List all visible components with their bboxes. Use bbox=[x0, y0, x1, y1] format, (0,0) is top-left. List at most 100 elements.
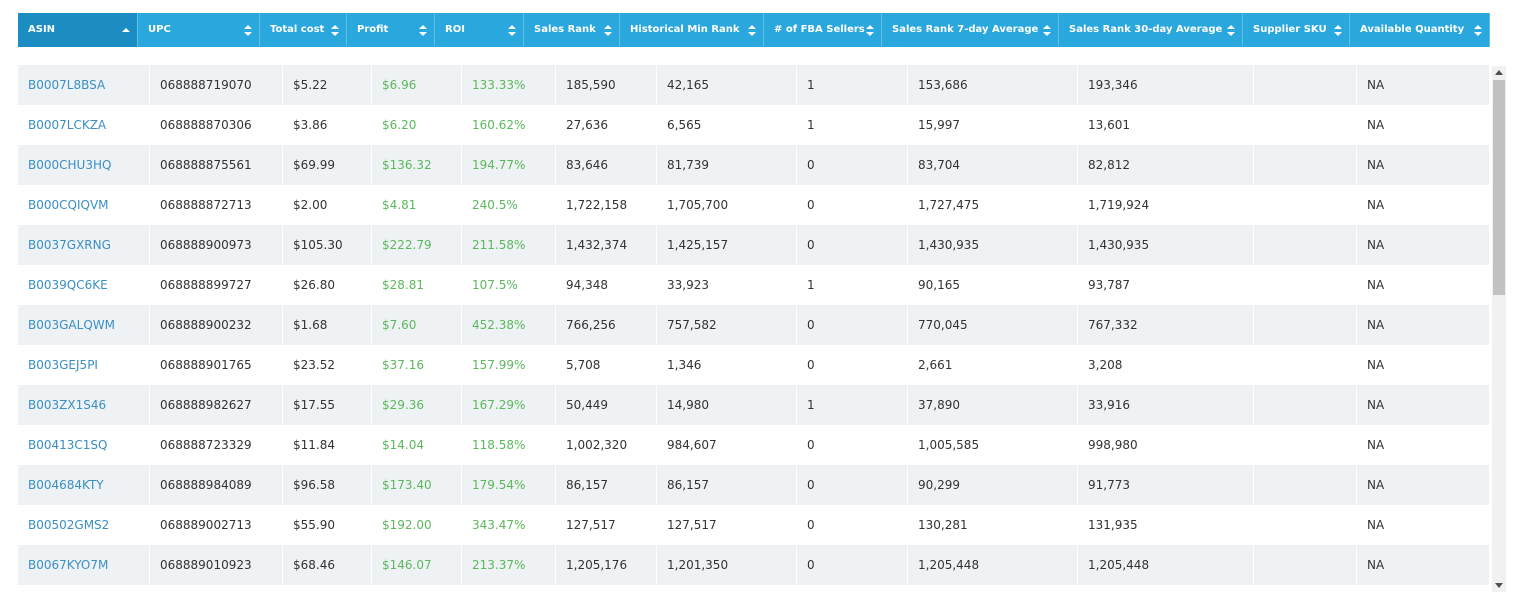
table-cell: 1 bbox=[797, 265, 908, 305]
sort-icon[interactable] bbox=[866, 25, 874, 36]
sort-icon[interactable] bbox=[419, 25, 427, 36]
asin-link[interactable]: B0039QC6KE bbox=[18, 265, 150, 305]
table-cell: 0 bbox=[797, 425, 908, 465]
table-cell: 13,601 bbox=[1078, 105, 1254, 145]
table-cell: 86,157 bbox=[556, 465, 657, 505]
table-cell: $6.20 bbox=[372, 105, 462, 145]
table-row: B0007LCKZA 068888870306 $3.86 $6.20 160.62% 2… bbox=[18, 105, 1490, 145]
scrollbar[interactable] bbox=[1492, 66, 1506, 592]
asin-link[interactable]: B0067KYO7M bbox=[18, 545, 150, 585]
table-cell bbox=[1254, 425, 1357, 465]
asin-link[interactable]: B000CQIQVM bbox=[18, 185, 150, 225]
column-header[interactable]: UPC bbox=[138, 13, 260, 47]
column-header[interactable]: Profit bbox=[347, 13, 435, 47]
column-title: Profit bbox=[357, 24, 389, 35]
table-cell: 185,590 bbox=[556, 65, 657, 105]
table-cell: 211.58% bbox=[462, 225, 556, 265]
sort-icon[interactable] bbox=[244, 25, 252, 36]
table-cell: 1,430,935 bbox=[908, 225, 1078, 265]
column-title: # of FBA Sellers bbox=[774, 24, 865, 35]
sort-icon[interactable] bbox=[122, 25, 130, 36]
sort-icon[interactable] bbox=[331, 25, 339, 36]
table-cell: 770,045 bbox=[908, 305, 1078, 345]
table-cell: 14,980 bbox=[657, 385, 797, 425]
sort-icon[interactable] bbox=[1043, 25, 1051, 36]
scroll-thumb[interactable] bbox=[1493, 80, 1505, 295]
scroll-down[interactable] bbox=[1495, 583, 1503, 588]
sort-icon[interactable] bbox=[748, 25, 756, 36]
table-cell: NA bbox=[1357, 65, 1490, 105]
table-row: B003GEJ5PI 068888901765 $23.52 $37.16 157.99… bbox=[18, 345, 1490, 385]
asin-link[interactable]: B0037GXRNG bbox=[18, 225, 150, 265]
table-cell: 452.38% bbox=[462, 305, 556, 345]
table-row: B0037GXRNG 068888900973 $105.30 $222.79 211.… bbox=[18, 225, 1490, 265]
table-cell: 068888719070 bbox=[150, 65, 283, 105]
sort-icon[interactable] bbox=[1227, 25, 1235, 36]
table-cell: 1 bbox=[797, 105, 908, 145]
sort-icon[interactable] bbox=[1334, 25, 1342, 36]
table-cell: $173.40 bbox=[372, 465, 462, 505]
column-title: Total cost bbox=[270, 24, 325, 35]
asin-link[interactable]: B00502GMS2 bbox=[18, 505, 150, 545]
asin-link[interactable]: B0007LCKZA bbox=[18, 105, 150, 145]
table-cell: 757,582 bbox=[657, 305, 797, 345]
sort-icon[interactable] bbox=[1474, 25, 1482, 36]
scroll-up[interactable] bbox=[1495, 70, 1503, 75]
column-header[interactable]: Historical Min Rank bbox=[620, 13, 764, 47]
table-cell: $4.81 bbox=[372, 185, 462, 225]
table-cell: 3,208 bbox=[1078, 345, 1254, 385]
table-cell: 1,205,448 bbox=[908, 545, 1078, 585]
asin-link[interactable]: B00413C1SQ bbox=[18, 425, 150, 465]
table-cell: 1,002,320 bbox=[556, 425, 657, 465]
table-cell: 068888982627 bbox=[150, 385, 283, 425]
table-cell: 1,346 bbox=[657, 345, 797, 385]
column-title: Supplier SKU bbox=[1253, 24, 1327, 35]
table-cell bbox=[1254, 225, 1357, 265]
asin-link[interactable]: B004684KTY bbox=[18, 465, 150, 505]
column-header[interactable]: Sales Rank 7-day Average bbox=[882, 13, 1059, 47]
table-row: B0007L8BSA 068888719070 $5.22 $6.96 133.33% 1… bbox=[18, 65, 1490, 105]
asin-link[interactable]: B003GEJ5PI bbox=[18, 345, 150, 385]
column-header[interactable]: Supplier SKU bbox=[1243, 13, 1350, 47]
sort-icon[interactable] bbox=[508, 25, 516, 36]
table-cell bbox=[1254, 145, 1357, 185]
column-header[interactable]: # of FBA Sellers bbox=[764, 13, 882, 47]
table-cell: 90,299 bbox=[908, 465, 1078, 505]
column-header[interactable]: Available Quantity bbox=[1350, 13, 1490, 47]
table-cell: 1,205,448 bbox=[1078, 545, 1254, 585]
table-cell: 194.77% bbox=[462, 145, 556, 185]
table-row: B003GALQWM 068888900232 $1.68 $7.60 452.38% 7… bbox=[18, 305, 1490, 345]
column-header[interactable]: ROI bbox=[435, 13, 524, 47]
table-cell: $69.99 bbox=[283, 145, 372, 185]
table-cell: 131,935 bbox=[1078, 505, 1254, 545]
table-cell: 83,704 bbox=[908, 145, 1078, 185]
column-header[interactable]: Total cost bbox=[260, 13, 347, 47]
table-cell: NA bbox=[1357, 465, 1490, 505]
asin-link[interactable]: B003GALQWM bbox=[18, 305, 150, 345]
column-title: Historical Min Rank bbox=[630, 24, 740, 35]
table-cell: $17.55 bbox=[283, 385, 372, 425]
table-row: B00502GMS2 068889002713 $55.90 $192.00 343.4… bbox=[18, 505, 1490, 545]
column-header[interactable]: Sales Rank bbox=[524, 13, 620, 47]
asin-link[interactable]: B003ZX1S46 bbox=[18, 385, 150, 425]
sort-icon[interactable] bbox=[604, 25, 612, 36]
table-cell: $55.90 bbox=[283, 505, 372, 545]
asin-link[interactable]: B0007L8BSA bbox=[18, 65, 150, 105]
table-cell: 81,739 bbox=[657, 145, 797, 185]
table-row: B000CQIQVM 068888872713 $2.00 $4.81 240.5% 1,… bbox=[18, 185, 1490, 225]
table-row: B0039QC6KE 068888899727 $26.80 $28.81 107.5%… bbox=[18, 265, 1490, 305]
asin-link[interactable]: B000CHU3HQ bbox=[18, 145, 150, 185]
table-cell: 0 bbox=[797, 545, 908, 585]
table-cell: 1,727,475 bbox=[908, 185, 1078, 225]
table-cell: 5,708 bbox=[556, 345, 657, 385]
column-header[interactable]: Sales Rank 30-day Average bbox=[1059, 13, 1243, 47]
column-header[interactable]: ASIN bbox=[18, 13, 138, 47]
table-cell: 1,705,700 bbox=[657, 185, 797, 225]
table-cell bbox=[1254, 545, 1357, 585]
table-cell: $68.46 bbox=[283, 545, 372, 585]
column-title: Sales Rank 7-day Average bbox=[892, 24, 1039, 35]
table-cell: $1.68 bbox=[283, 305, 372, 345]
table-cell: NA bbox=[1357, 265, 1490, 305]
table-cell: 984,607 bbox=[657, 425, 797, 465]
